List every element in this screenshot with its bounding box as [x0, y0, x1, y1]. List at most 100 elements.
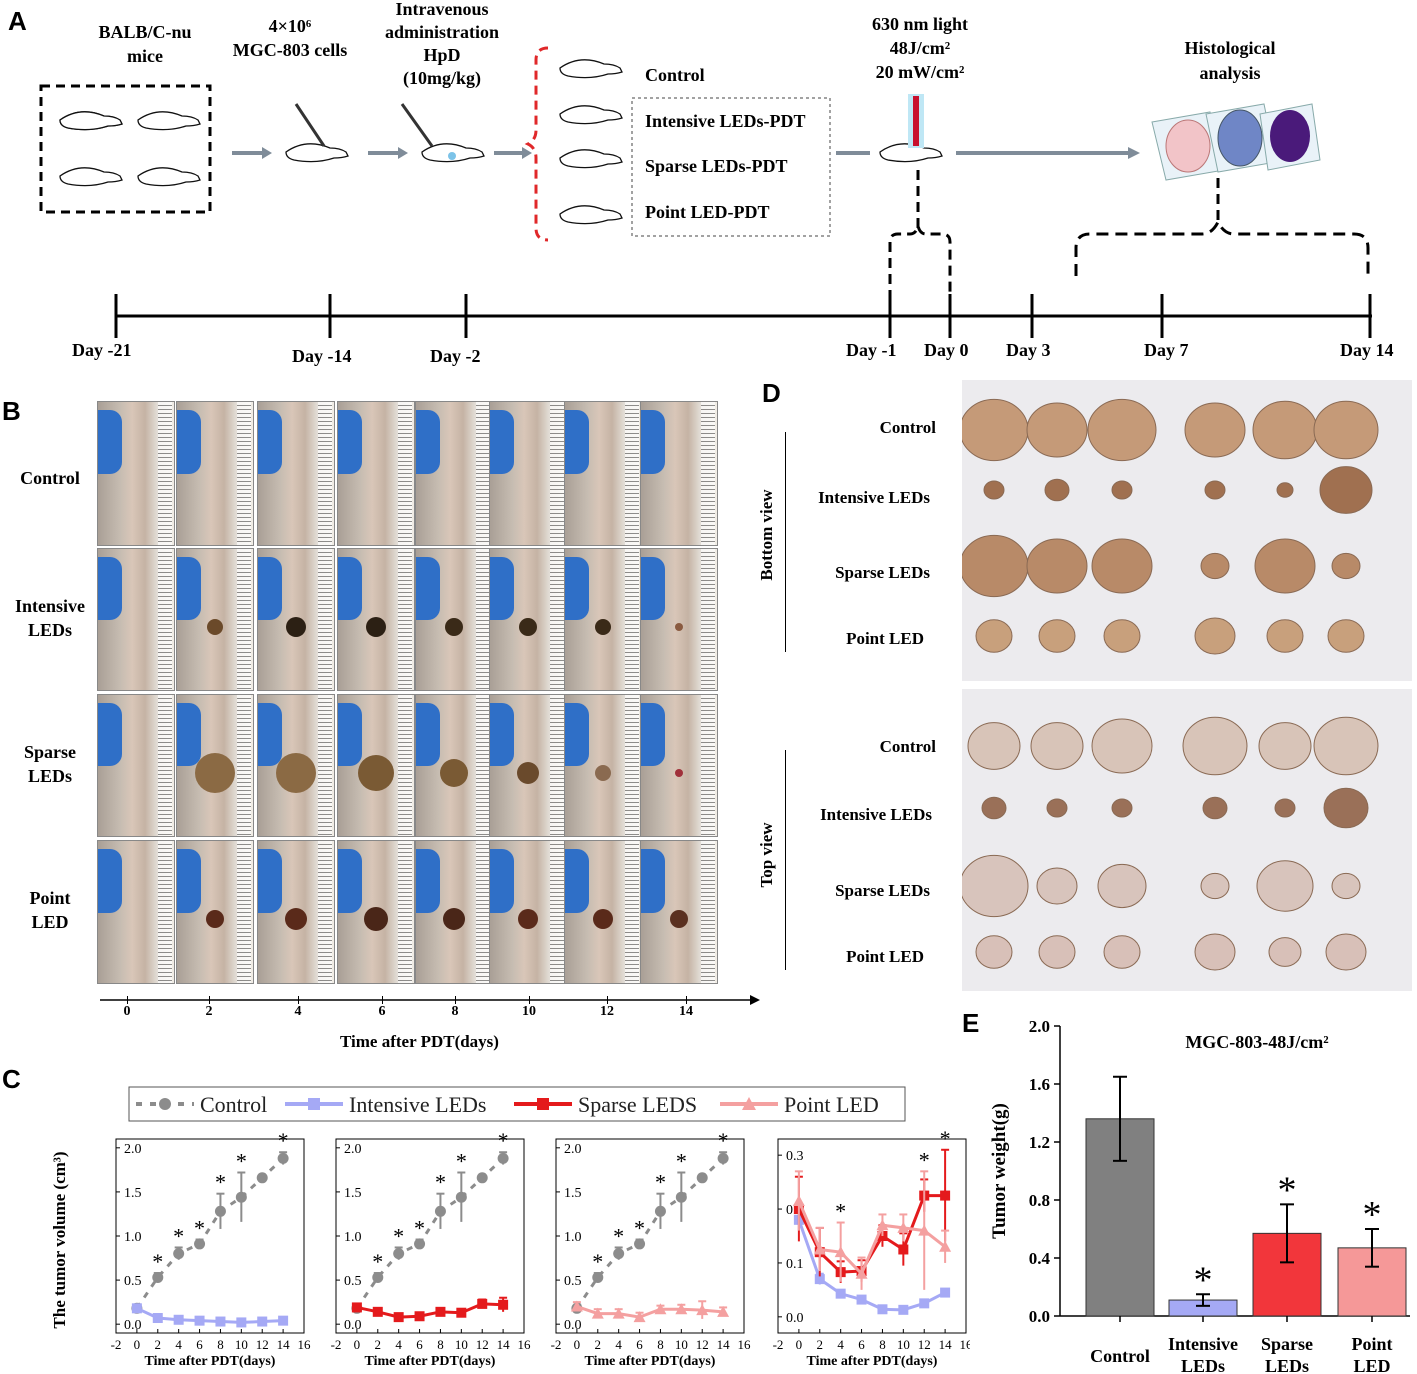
panel-a-schematic: [39, 46, 1372, 338]
x-tick-label: 0: [796, 1337, 803, 1352]
data-point: [476, 1172, 488, 1184]
data-point: [477, 1298, 488, 1309]
tumor-sample: [1268, 937, 1302, 967]
timeline-day-7: Day 7: [1144, 340, 1189, 360]
x-axis-label: Time after PDT(days): [365, 1354, 496, 1369]
y-tick-label: 1.5: [564, 1186, 582, 1201]
legend-marker: [159, 1098, 171, 1110]
data-point: [277, 1152, 289, 1164]
y-tick-label: 1.5: [344, 1186, 362, 1201]
row-label-sparse: Sparse LEDs: [23, 742, 76, 786]
tumor-sample: [962, 398, 1029, 462]
panel-b-tick-label: 0: [123, 1004, 131, 1019]
timeline-day-0: Day 0: [924, 340, 969, 360]
mouse-photo: [97, 840, 175, 984]
tumor-sample: [975, 619, 1013, 653]
y-axis-label: Tumor weight(g): [989, 1103, 1010, 1239]
mouse-photo: [337, 840, 415, 984]
x-tick-label: 14: [277, 1337, 291, 1352]
data-point: [855, 1267, 868, 1279]
top-view-divider: [785, 750, 786, 970]
x-tick-label: 8: [437, 1337, 444, 1352]
tumor-sample: [1327, 619, 1365, 653]
data-point: [372, 1306, 383, 1317]
x-tick-label: 10: [455, 1337, 468, 1352]
bottom-view-label: Bottom view: [757, 489, 776, 581]
x-tick-label: 12: [918, 1337, 931, 1352]
y-tick-label: 1.0: [124, 1230, 142, 1245]
group-brace: [524, 46, 549, 242]
significance-star: *: [1194, 1259, 1213, 1301]
data-point: [918, 1224, 931, 1236]
tumor-sample: [962, 534, 1029, 598]
mouse-photo: [97, 694, 175, 837]
tumor-sample: [981, 796, 1007, 820]
mouse-photo: [415, 694, 493, 837]
plot-frame: [777, 1138, 967, 1334]
data-point: [939, 1240, 952, 1252]
x-tick-label: 4: [175, 1337, 182, 1352]
y-tick-label: 0.0: [564, 1318, 582, 1333]
chart-legend: Control Intensive LEDs Sparse LEDS Point LE…: [128, 1086, 906, 1122]
x-tick-label: 4: [837, 1337, 844, 1352]
c-ylabel: The tumor volume (cm³): [50, 1151, 69, 1329]
mouse-photo: [564, 694, 642, 837]
panel-b-tick-label: 6: [378, 1004, 386, 1019]
tumor-weight-chart: 0.0 0.4 0.8 1.2 1.6 2.0 Tumor weight(g) MGC-803…: [989, 1017, 1410, 1374]
data-point: [256, 1172, 268, 1184]
data-point: [393, 1312, 404, 1323]
mouse-icon: [559, 205, 623, 225]
tumor-sample: [1258, 722, 1312, 770]
x-tick-label: 8: [879, 1337, 886, 1352]
tumor-sample: [1194, 617, 1236, 655]
data-point: [194, 1238, 206, 1250]
tumor-sample: [1313, 400, 1379, 460]
x-tick-label: 6: [416, 1337, 423, 1352]
data-point: [455, 1191, 467, 1203]
tumor-sample: [1274, 798, 1296, 818]
data-point: [940, 1287, 951, 1298]
row-label-point: Point LED: [29, 888, 71, 932]
y-tick-label: 0.3: [786, 1149, 804, 1164]
tumor-sample: [1331, 552, 1361, 580]
volume-chart-2: 0.0 0.5 1.0 1.5 2.0 -2 0 2 4 6 8 10 12 14 16 Time after…: [551, 1128, 751, 1369]
mouse-photo: [489, 840, 567, 984]
tumor-sample: [1200, 872, 1230, 900]
mouse-photo: [337, 548, 415, 691]
tumor-sample: [1026, 538, 1088, 594]
significance-star: *: [435, 1170, 446, 1195]
histo-label: Histological analysis: [1184, 38, 1276, 83]
data-point: [835, 1288, 846, 1299]
x-tick-label: 16: [298, 1337, 312, 1352]
data-point: [235, 1191, 247, 1203]
x-axis-label: Time after PDT(days): [807, 1354, 938, 1369]
row-label-control: Control: [20, 468, 80, 488]
treatment-bracket: [888, 225, 952, 300]
x-tick-label: 6: [858, 1337, 865, 1352]
data-point: [592, 1271, 604, 1283]
legend-label: Control: [200, 1092, 267, 1117]
x-tick-label: 12: [256, 1337, 269, 1352]
data-point: [131, 1303, 142, 1314]
data-point: [919, 1298, 930, 1309]
data-point: [613, 1248, 625, 1260]
significance-star: *: [919, 1147, 930, 1172]
data-point: [152, 1313, 163, 1324]
tumor-sample: [1091, 538, 1153, 594]
mouse-photo: [640, 840, 718, 984]
x-tick-label: -2: [551, 1337, 562, 1352]
series-line: [797, 1200, 947, 1277]
significance-star: *: [718, 1128, 729, 1153]
data-point: [876, 1219, 889, 1231]
mouse-photo: [640, 694, 718, 837]
data-point: [940, 1190, 951, 1201]
mouse-photo: [640, 548, 718, 691]
group-sparse: Sparse LEDs-PDT: [645, 156, 788, 176]
d-bottom-intensive: Intensive LEDs: [818, 488, 930, 507]
panel-label-e: E: [962, 1008, 980, 1038]
x-tick-label: 14: [497, 1337, 511, 1352]
y-tick-label: 0.5: [344, 1274, 362, 1289]
tumor-sample: [1026, 402, 1088, 458]
analysis-bracket: [1074, 218, 1370, 276]
